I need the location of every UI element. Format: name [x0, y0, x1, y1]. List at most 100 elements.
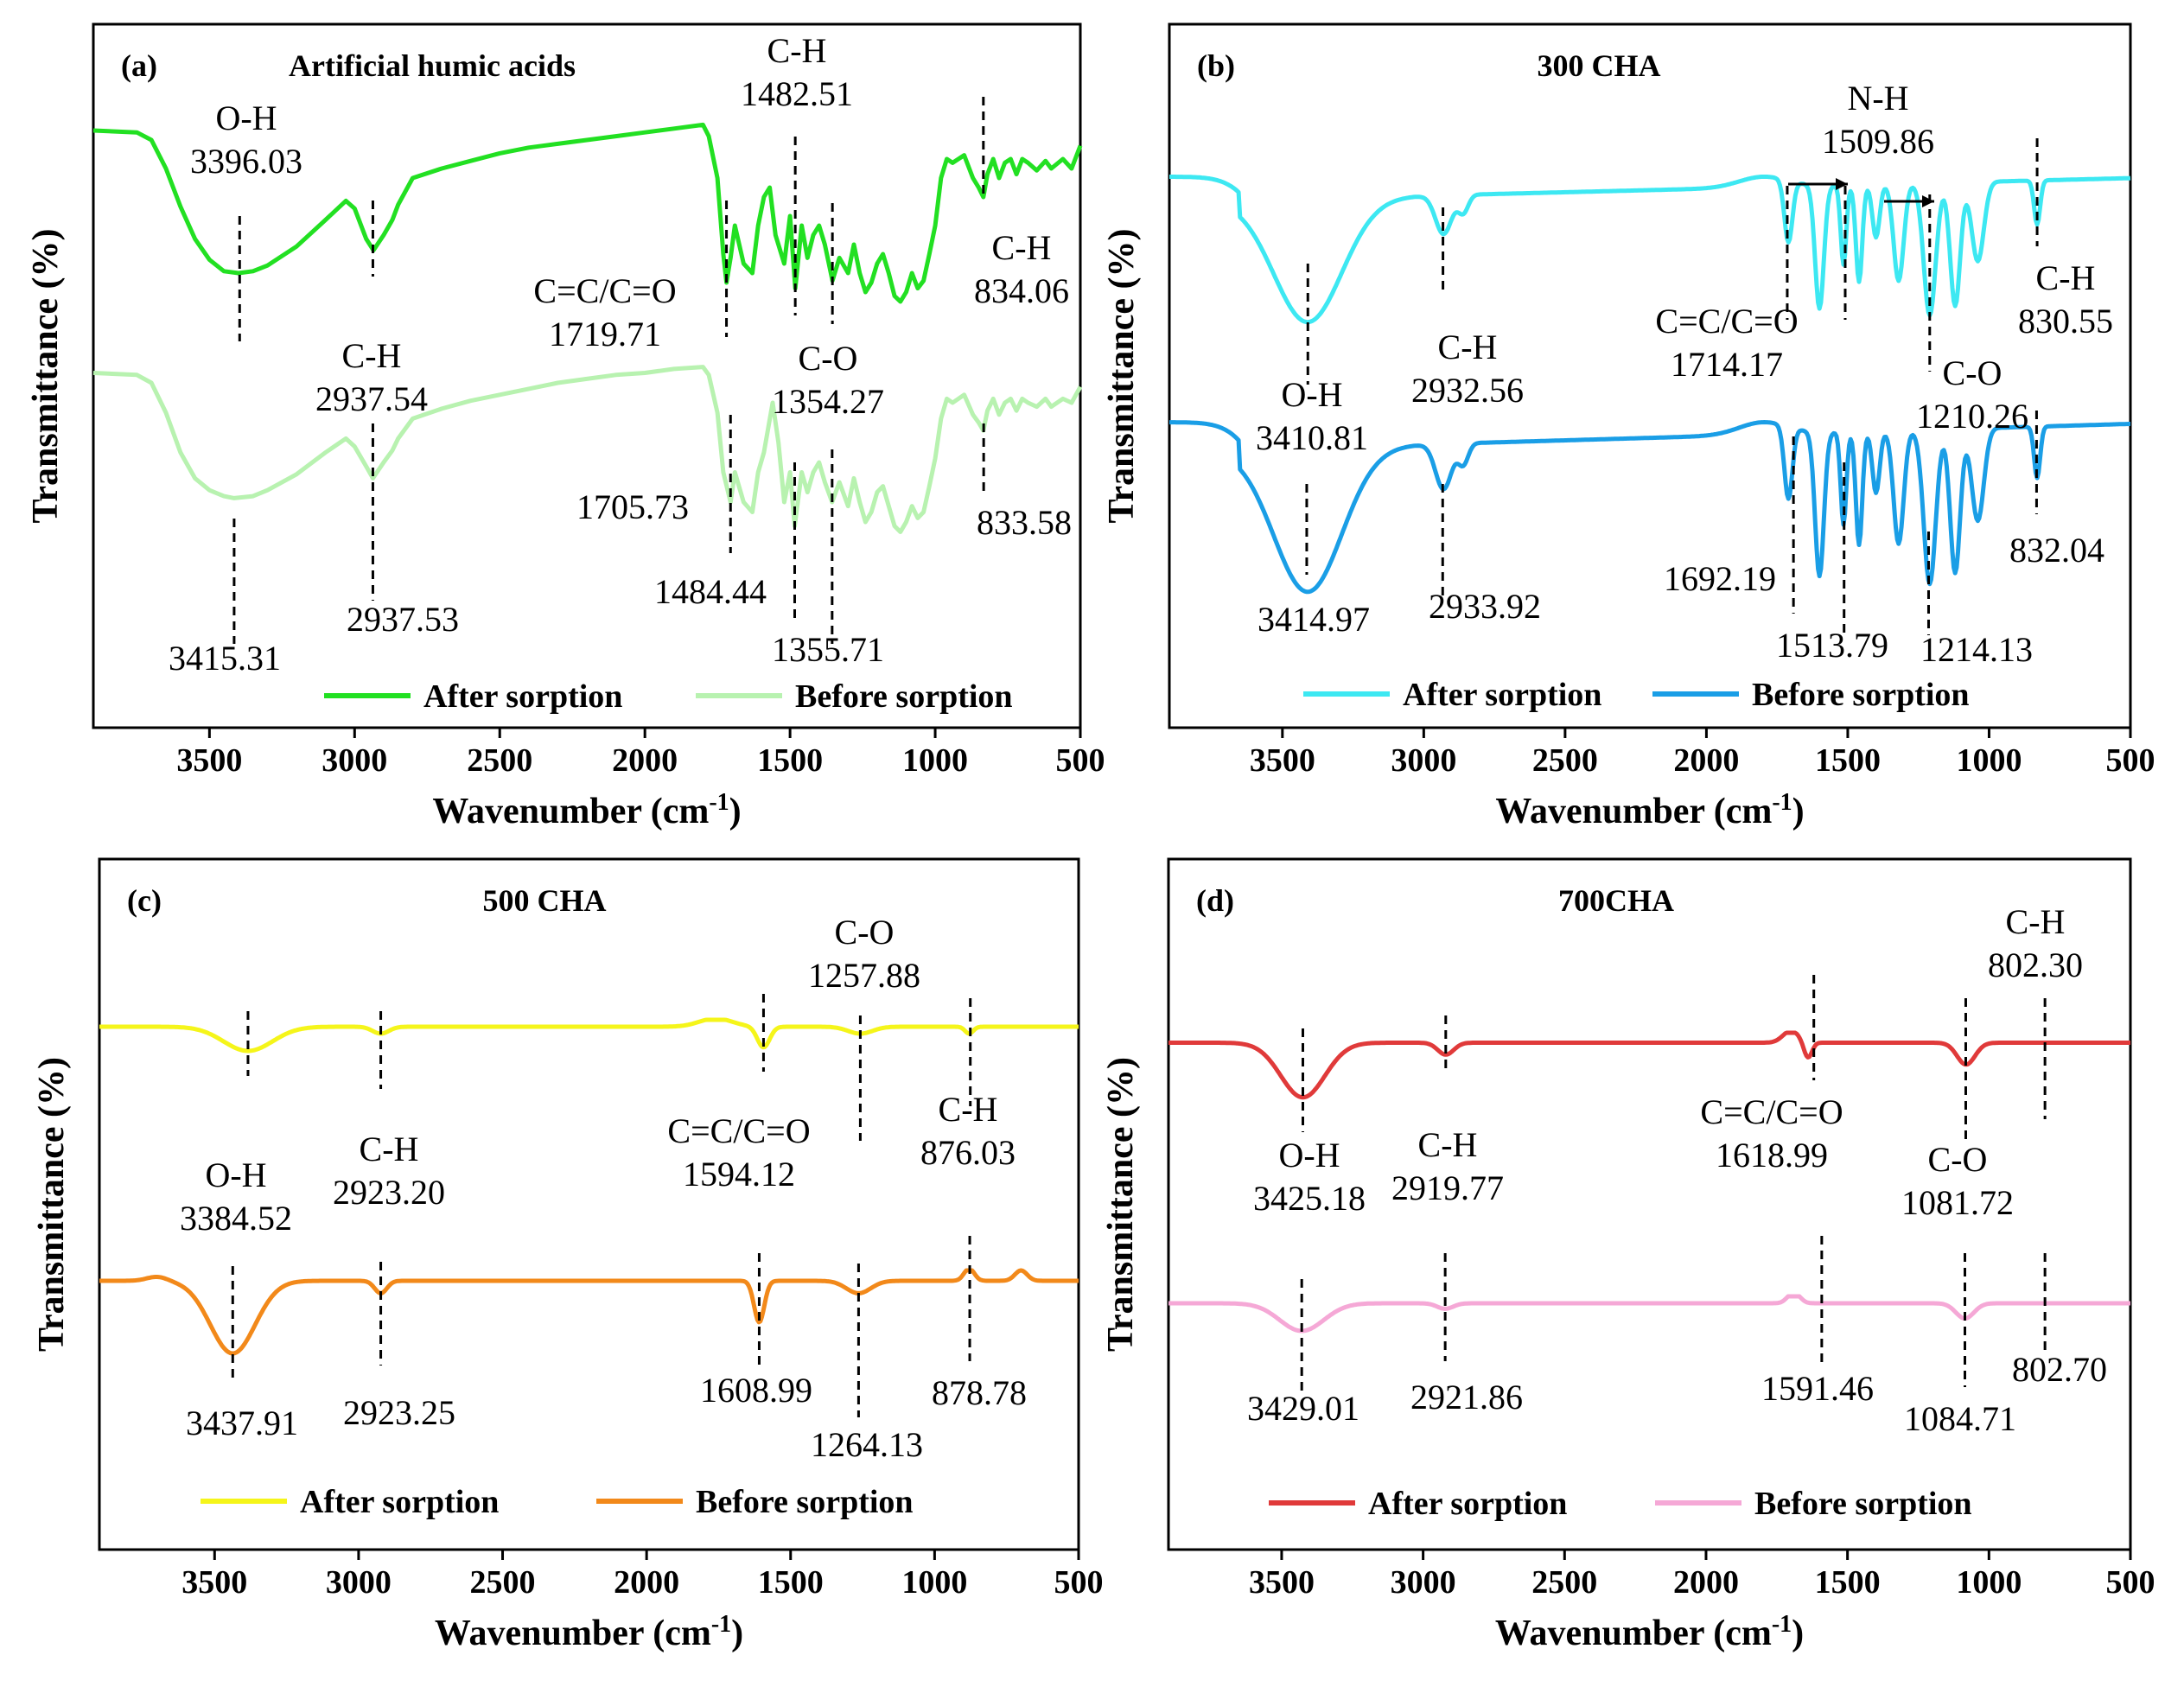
peak-label: C-H	[767, 31, 827, 70]
peak-label: 2921.86	[1410, 1378, 1523, 1416]
peak-label: 1355.71	[772, 630, 884, 669]
plot-frame	[1168, 22, 2132, 729]
panel-letter: (d)	[1196, 883, 1234, 918]
legend-label: After sorption	[423, 678, 622, 715]
plot-frame	[98, 857, 1080, 1551]
x-tick-label: 3000	[326, 1564, 392, 1601]
x-tick-label: 3500	[1249, 1564, 1315, 1601]
x-tick-label: 2000	[1673, 1564, 1739, 1601]
peak-label: O-H	[1281, 375, 1342, 414]
x-axis-title: Wavenumber (cm-1)	[1495, 1611, 1804, 1654]
peak-label: 1081.72	[1901, 1183, 2014, 1222]
peak-label: 1354.27	[772, 382, 884, 421]
peak-label: C-O	[1928, 1140, 1988, 1179]
peak-label: 1719.71	[549, 315, 661, 353]
peak-label: 2937.53	[347, 600, 459, 639]
legend-label: After sorption	[1403, 677, 1601, 713]
peak-label: O-H	[205, 1155, 266, 1194]
x-axis-title: Wavenumber (cm-1)	[435, 1611, 743, 1654]
chart-panel-a: 3500 3000 2500 2000 1500 1000 500 Wavenumber (c…	[26, 22, 1105, 832]
peak-label: 1714.17	[1671, 345, 1783, 384]
peak-label: 1509.86	[1822, 122, 1934, 161]
peak-label: C-O	[1943, 353, 2003, 392]
peak-label: 1618.99	[1716, 1136, 1828, 1175]
peak-label: 878.78	[932, 1373, 1027, 1412]
peak-label: 2919.77	[1391, 1168, 1504, 1207]
peak-label: 1482.51	[741, 74, 853, 113]
x-tick-label: 3500	[181, 1564, 247, 1601]
series-line-after	[92, 122, 1083, 304]
panel-title: 300 CHA	[1538, 48, 1661, 83]
x-axis-title: Wavenumber (cm-1)	[1495, 789, 1804, 832]
y-axis-title: Transmittance (%)	[1102, 229, 1142, 524]
x-tick-label: 2500	[470, 1564, 536, 1601]
x-tick-label: 2000	[614, 1564, 679, 1601]
peak-label: 2937.54	[315, 379, 428, 418]
y-axis-title: Transmittance (%)	[32, 1057, 72, 1352]
peak-label: C-H	[360, 1130, 419, 1168]
chart-panel-c: 3500 3000 2500 2000 1500 1000 500 Wavenumber (c…	[32, 857, 1104, 1654]
x-axis-title: Wavenumber (cm-1)	[432, 789, 741, 832]
x-tick-label: 3000	[1391, 742, 1456, 779]
peak-label: 1257.88	[808, 956, 920, 995]
x-tick-label: 2000	[1673, 742, 1739, 779]
x-tick-label: 1500	[758, 1564, 824, 1601]
peak-label: 876.03	[920, 1133, 1016, 1172]
peak-label: 2933.92	[1429, 587, 1541, 626]
peak-label: C-O	[835, 913, 895, 952]
x-tick-label: 3500	[176, 742, 242, 779]
x-tick-label: 1500	[757, 742, 823, 779]
peak-label: C-H	[992, 228, 1052, 267]
peak-label: 833.58	[977, 503, 1072, 542]
panel-letter: (b)	[1197, 48, 1235, 83]
legend-label: After sorption	[1368, 1486, 1567, 1522]
peak-label: C-H	[1438, 328, 1498, 366]
peak-label: 1214.13	[1920, 630, 2033, 669]
x-tick-label: 1000	[1956, 1564, 2022, 1601]
panel-title: 500 CHA	[483, 883, 607, 918]
peak-label: 1591.46	[1761, 1369, 1874, 1408]
y-axis-title: Transmittance (%)	[1101, 1057, 1141, 1352]
peak-label: C-H	[342, 336, 402, 375]
peak-label: 3425.18	[1253, 1179, 1366, 1218]
x-tick-label: 1500	[1815, 742, 1881, 779]
peak-label: 3410.81	[1256, 418, 1368, 457]
peak-label: 1608.99	[700, 1371, 812, 1410]
plot-frame	[1167, 857, 2132, 1551]
peak-label: C=C/C=O	[1700, 1092, 1843, 1131]
peak-label: 1692.19	[1664, 559, 1776, 598]
x-tick-label: 500	[1054, 1564, 1104, 1601]
peak-label: C=C/C=O	[667, 1111, 810, 1150]
peak-label: 802.30	[1988, 945, 2083, 984]
peak-label: 2923.25	[343, 1393, 455, 1432]
panel-title: 700CHA	[1558, 883, 1674, 918]
panel-letter: (c)	[127, 883, 162, 918]
peak-label: 1705.73	[576, 487, 689, 526]
x-tick-label: 2500	[467, 742, 532, 779]
series-line-after	[1168, 175, 2131, 325]
peak-label: 3384.52	[180, 1199, 292, 1238]
legend-label: Before sorption	[795, 678, 1013, 715]
peak-label: C-H	[939, 1090, 998, 1129]
x-tick-label: 2500	[1531, 1564, 1597, 1601]
peak-label: 1594.12	[683, 1155, 795, 1194]
peak-label: 1210.26	[1916, 397, 2028, 436]
chart-panel-b: 3500 3000 2500 2000 1500 1000 500 Wavenumber (c…	[1102, 22, 2155, 832]
x-tick-label: 3000	[322, 742, 387, 779]
x-tick-label: 1000	[1956, 742, 2022, 779]
chart-panel-d: 3500 3000 2500 2000 1500 1000 500 Wavenumber (c…	[1101, 857, 2155, 1654]
peak-label: 830.55	[2018, 302, 2113, 341]
peak-label: 1084.71	[1904, 1399, 2016, 1438]
peak-label: C-O	[799, 339, 858, 378]
peak-label: C=C/C=O	[1655, 302, 1798, 341]
panel-letter: (a)	[121, 48, 157, 83]
series-line-before	[1168, 420, 2131, 595]
legend-label: After sorption	[300, 1484, 499, 1520]
peak-label: 3437.91	[186, 1404, 298, 1442]
arrow-head	[1836, 178, 1848, 190]
series-line-before	[1168, 1294, 2131, 1334]
peak-label: 3429.01	[1247, 1389, 1359, 1428]
series-line-after	[1168, 1030, 2131, 1100]
peak-label: 832.04	[2009, 531, 2104, 570]
x-tick-label: 2500	[1532, 742, 1598, 779]
